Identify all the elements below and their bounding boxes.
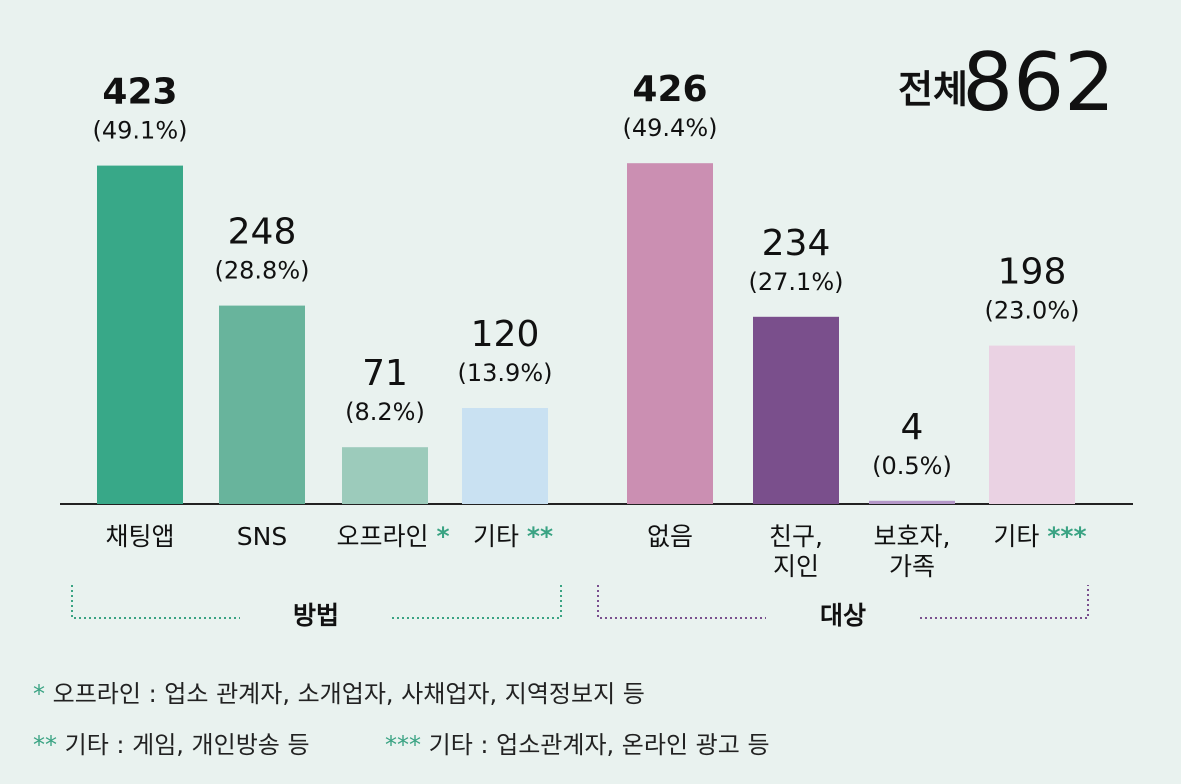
category-text: 기타 — [993, 522, 1040, 551]
footnote: *** 기타 : 업소관계자, 온라인 광고 등 — [385, 725, 770, 760]
category-mark: * — [436, 522, 450, 551]
category-text: 보호자, 가족 — [873, 522, 951, 581]
category-text: SNS — [236, 522, 288, 551]
group-bracket — [71, 585, 562, 619]
footnote: ** 기타 : 게임, 개인방송 등 — [33, 725, 310, 760]
value-label: 248 — [228, 212, 297, 253]
percent-label: (13.9%) — [458, 359, 553, 387]
category-label: 보호자, 가족 — [842, 522, 982, 582]
footnote: * 오프라인 : 업소 관계자, 소개업자, 사채업자, 지역정보지 등 — [33, 674, 645, 709]
footnote-text: 기타 : 게임, 개인방송 등 — [64, 731, 310, 759]
value-label: 234 — [762, 223, 831, 264]
value-label: 423 — [102, 72, 177, 113]
value-label: 426 — [632, 69, 707, 110]
category-label: 오프라인 * — [323, 522, 463, 552]
percent-label: (23.0%) — [985, 297, 1080, 325]
footnote-text: 기타 : 업소관계자, 온라인 광고 등 — [428, 731, 770, 759]
value-label: 120 — [471, 314, 540, 355]
category-mark: *** — [1047, 522, 1087, 551]
percent-label: (8.2%) — [345, 398, 425, 426]
percent-label: (49.1%) — [93, 117, 188, 145]
group-label: 방법 — [293, 601, 339, 630]
percent-label: (27.1%) — [749, 268, 844, 296]
category-label: 기타 *** — [970, 522, 1110, 552]
category-mark: ** — [526, 522, 554, 551]
category-label: 채팅앱 — [70, 522, 210, 552]
footnote-marker: * — [33, 680, 45, 708]
category-label: SNS — [192, 522, 332, 552]
group-bracket — [597, 585, 1089, 619]
category-text: 오프라인 — [336, 522, 429, 551]
bar — [462, 408, 548, 504]
bar — [753, 316, 839, 504]
category-label: 없음 — [600, 522, 740, 552]
group-label: 대상 — [820, 601, 866, 630]
category-text: 기타 — [472, 522, 519, 551]
bar — [869, 500, 955, 504]
total-label: 전체 — [898, 68, 968, 112]
footnote-marker: ** — [33, 731, 57, 759]
bar — [627, 163, 713, 504]
bar — [97, 165, 183, 504]
footnote-text: 오프라인 : 업소 관계자, 소개업자, 사채업자, 지역정보지 등 — [52, 680, 645, 708]
bar — [219, 305, 305, 504]
bar — [989, 345, 1075, 504]
bar — [342, 447, 428, 504]
footnote-marker: *** — [385, 731, 421, 759]
value-label: 71 — [362, 353, 408, 394]
percent-label: (49.4%) — [623, 114, 718, 142]
total-value: 862 — [962, 36, 1115, 129]
percent-label: (0.5%) — [872, 452, 952, 480]
category-label: 기타 ** — [443, 522, 583, 552]
category-text: 없음 — [646, 522, 693, 551]
percent-label: (28.8%) — [215, 257, 310, 285]
value-label: 198 — [998, 252, 1067, 293]
category-text: 친구, 지인 — [769, 522, 823, 581]
category-label: 친구, 지인 — [726, 522, 866, 582]
value-label: 4 — [901, 407, 924, 448]
category-text: 채팅앱 — [105, 522, 175, 551]
